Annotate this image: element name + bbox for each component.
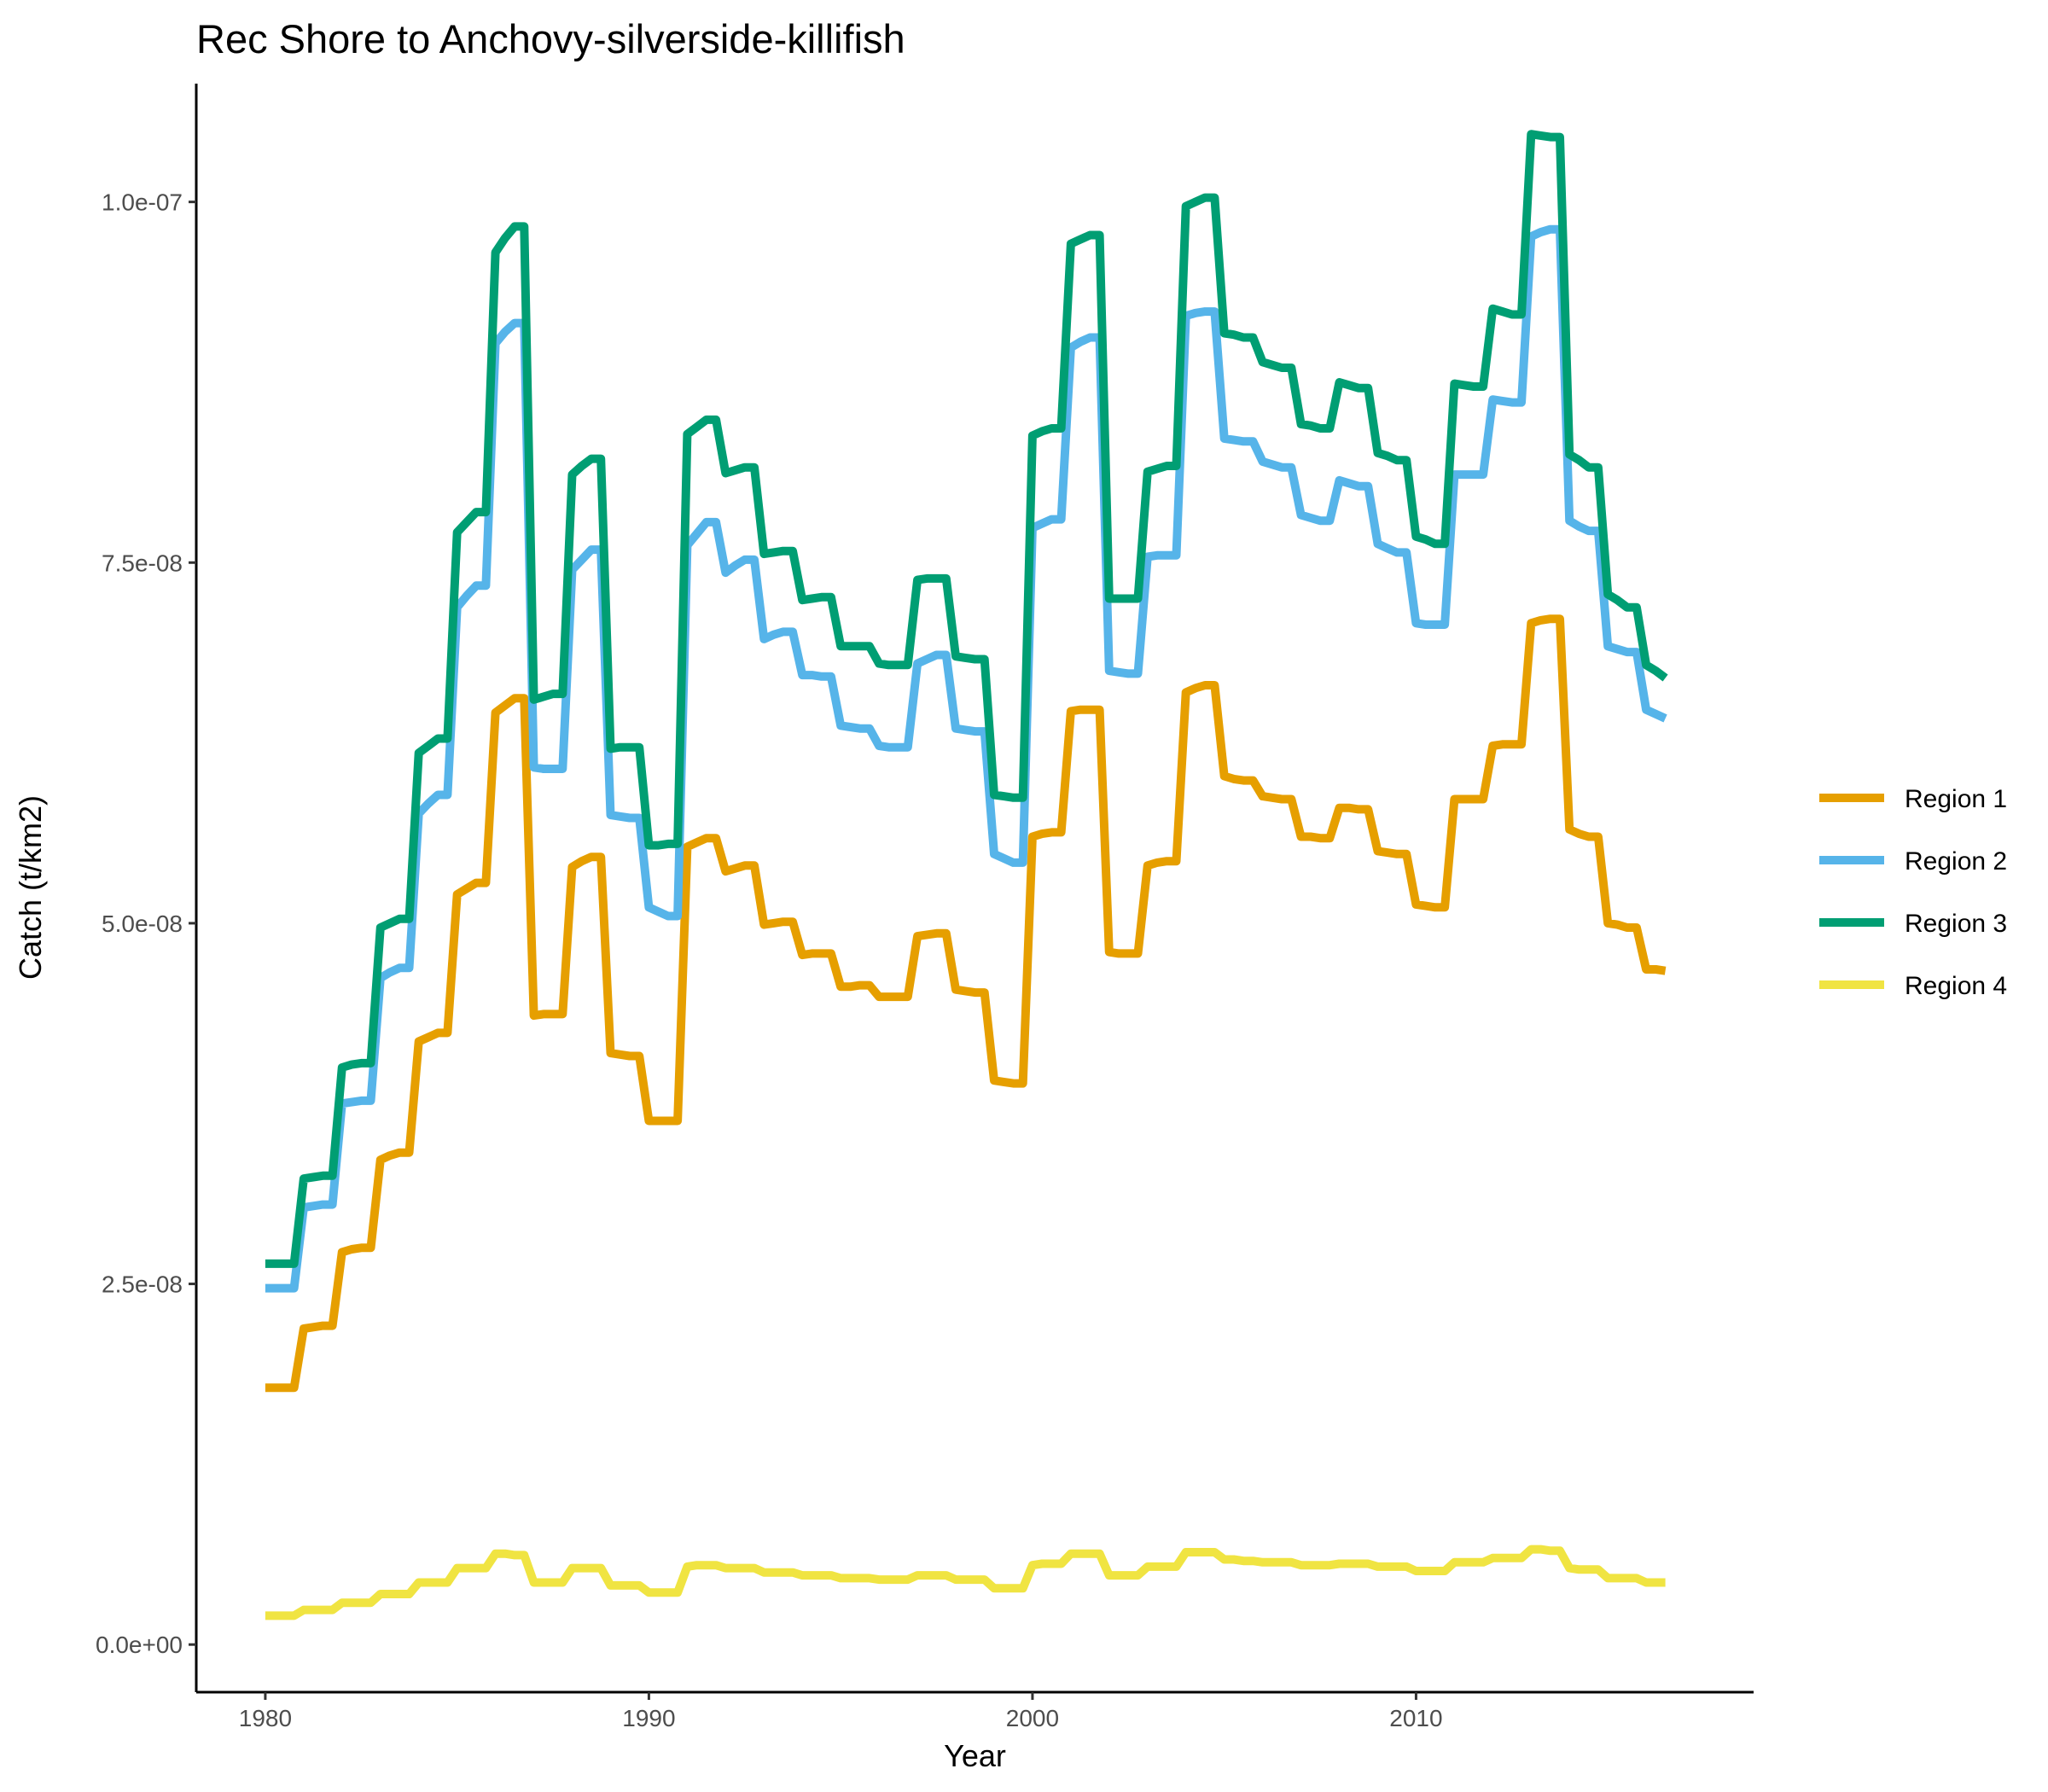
legend: Region 1 Region 2 Region 3 Region 4 bbox=[1819, 785, 2007, 1000]
x-tick-label: 2010 bbox=[1389, 1705, 1442, 1731]
series-line-region-3 bbox=[265, 130, 1668, 1268]
y-tick-label: 7.5e-08 bbox=[102, 550, 183, 576]
series-line-region-1 bbox=[265, 614, 1667, 1393]
x-tick-label: 1980 bbox=[239, 1705, 292, 1731]
legend-label: Region 4 bbox=[1905, 972, 2007, 1000]
series-lines bbox=[265, 130, 1668, 1620]
legend-label: Region 2 bbox=[1905, 847, 2007, 876]
x-tick-label: 2000 bbox=[1006, 1705, 1059, 1731]
chart-title: Rec Shore to Anchovy-silverside-killifis… bbox=[196, 16, 905, 61]
legend-label: Region 1 bbox=[1905, 785, 2007, 813]
x-axis-title: Year bbox=[944, 1738, 1006, 1773]
y-tick-label: 2.5e-08 bbox=[102, 1271, 183, 1298]
series-line-region-2 bbox=[265, 224, 1667, 1293]
legend-label: Region 3 bbox=[1905, 910, 2007, 938]
y-tick-label: 0.0e+00 bbox=[96, 1632, 183, 1658]
y-axis-title: Catch (t/km2) bbox=[13, 795, 48, 980]
y-tick-label: 1.0e-07 bbox=[102, 189, 183, 216]
y-tick-label: 5.0e-08 bbox=[102, 911, 183, 937]
y-axis-ticks: 0.0e+00 2.5e-08 5.0e-08 7.5e-08 1.0e-07 bbox=[96, 189, 196, 1658]
x-tick-label: 1990 bbox=[622, 1705, 675, 1731]
axes bbox=[195, 84, 1754, 1694]
x-axis-ticks: 1980 1990 2000 2010 bbox=[239, 1692, 1443, 1731]
series-line-region-4 bbox=[265, 1545, 1666, 1620]
